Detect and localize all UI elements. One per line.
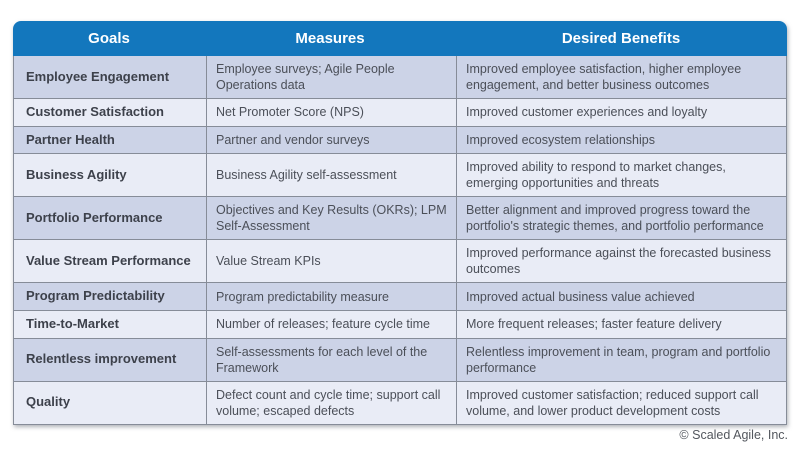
measure-cell: Net Promoter Score (NPS)	[206, 99, 456, 126]
measure-cell: Self-assessments for each level of the F…	[206, 338, 456, 381]
metrics-table: Goals Measures Desired Benefits Employee…	[13, 21, 787, 425]
table-header-row: Goals Measures Desired Benefits	[13, 21, 787, 56]
benefit-cell: Improved customer experiences and loyalt…	[456, 99, 786, 126]
copyright-notice: © Scaled Agile, Inc.	[679, 428, 788, 442]
table-row-program-predictability: Program Predictability Program predictab…	[14, 282, 786, 310]
benefit-cell: Improved performance against the forecas…	[456, 240, 786, 283]
table-body: Employee Engagement Employee surveys; Ag…	[13, 56, 787, 425]
measure-cell: Objectives and Key Results (OKRs); LPM S…	[206, 197, 456, 240]
measure-cell: Partner and vendor surveys	[206, 126, 456, 154]
measure-cell: Number of releases; feature cycle time	[206, 310, 456, 338]
goal-cell: Portfolio Performance	[26, 209, 163, 225]
benefit-cell: Improved ability to respond to market ch…	[456, 154, 786, 197]
column-header-measures: Measures	[295, 30, 365, 47]
measure-cell: Business Agility self-assessment	[206, 154, 456, 197]
table-row-business-agility: Business Agility Business Agility self-a…	[14, 153, 786, 197]
column-header-desired-benefits: Desired Benefits	[561, 30, 681, 47]
goal-cell: Program Predictability	[26, 288, 165, 304]
measure-cell: Defect count and cycle time; support cal…	[206, 381, 456, 424]
goal-cell: Customer Satisfaction	[26, 104, 164, 119]
table-row-value-stream-performance: Value Stream Performance Value Stream KP…	[14, 239, 786, 283]
table-row-customer-satisfaction: Customer Satisfaction Net Promoter Score…	[14, 98, 786, 126]
table-row-relentless-improvement: Relentless improvement Self-assessments …	[14, 337, 786, 381]
benefit-cell: Improved actual business value achieved	[456, 283, 786, 310]
measure-cell: Program predictability measure	[206, 283, 456, 310]
goal-cell: Partner Health	[26, 131, 115, 147]
goal-cell: Value Stream Performance	[26, 252, 191, 268]
benefit-cell: Relentless improvement in team, program …	[456, 338, 786, 381]
column-header-goals: Goals	[88, 30, 130, 47]
table-row-partner-health: Partner Health Partner and vendor survey…	[14, 125, 786, 154]
benefit-cell: Improved ecosystem relationships	[456, 126, 786, 154]
table-row-time-to-market: Time-to-Market Number of releases; featu…	[14, 309, 786, 338]
goal-cell: Business Agility	[26, 166, 127, 182]
benefit-cell: Improved employee satisfaction, higher e…	[456, 56, 786, 98]
goal-cell: Time-to-Market	[26, 315, 119, 331]
goal-cell: Employee Engagement	[26, 68, 170, 84]
table-row-employee-engagement: Employee Engagement Employee surveys; Ag…	[14, 56, 786, 98]
benefit-cell: Improved customer satisfaction; reduced …	[456, 381, 786, 424]
benefit-cell: More frequent releases; faster feature d…	[456, 310, 786, 338]
measure-cell: Value Stream KPIs	[206, 240, 456, 283]
benefit-cell: Better alignment and improved progress t…	[456, 197, 786, 240]
measure-cell: Employee surveys; Agile People Operation…	[206, 56, 456, 98]
goal-cell: Quality	[26, 394, 71, 410]
goal-cell: Relentless improvement	[26, 351, 177, 367]
table-row-portfolio-performance: Portfolio Performance Objectives and Key…	[14, 196, 786, 240]
table-row-quality: Quality Defect count and cycle time; sup…	[14, 380, 786, 424]
